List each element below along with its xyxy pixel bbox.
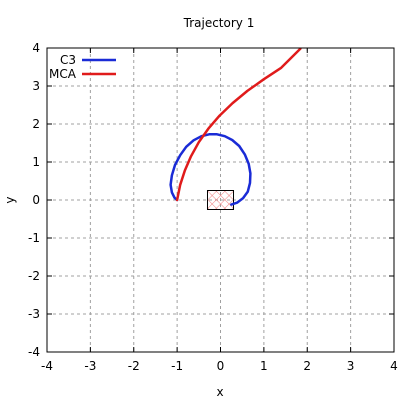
- y-tick-label: 0: [32, 193, 40, 207]
- legend-label: MCA: [49, 67, 77, 81]
- x-tick-label: 3: [347, 359, 355, 373]
- y-tick-label: 3: [32, 79, 40, 93]
- grid-lines: [47, 48, 394, 352]
- x-tick-label: -3: [84, 359, 96, 373]
- y-tick-label: -1: [28, 231, 40, 245]
- y-tick-label: 4: [32, 41, 40, 55]
- series-line-c3: [169, 133, 252, 206]
- chart-title: Trajectory 1: [183, 16, 255, 30]
- x-tick-label: 0: [217, 359, 225, 373]
- series-lines: [169, 48, 302, 206]
- x-tick-label: -1: [171, 359, 183, 373]
- y-tick-label: -4: [28, 345, 40, 359]
- x-tick-label: 2: [303, 359, 311, 373]
- x-tick-label: -4: [41, 359, 53, 373]
- x-tick-label: -2: [128, 359, 140, 373]
- y-axis-label: y: [3, 196, 17, 203]
- series-line-mca: [175, 48, 302, 202]
- x-tick-label: 4: [390, 359, 398, 373]
- y-tick-label: -2: [28, 269, 40, 283]
- annotations: [206, 190, 235, 210]
- obstacle-box: [206, 190, 235, 210]
- y-tick-label: -3: [28, 307, 40, 321]
- legend-label: C3: [60, 53, 76, 67]
- x-tick-label: 1: [260, 359, 268, 373]
- axis-ticks: -4 -3 -2 -1 0 1 2 3 4 -4 -3 -2 -1 0 1 2 3 4: [28, 41, 398, 373]
- y-tick-label: 2: [32, 117, 40, 131]
- y-tick-label: 1: [32, 155, 40, 169]
- x-axis-label: x: [216, 385, 223, 399]
